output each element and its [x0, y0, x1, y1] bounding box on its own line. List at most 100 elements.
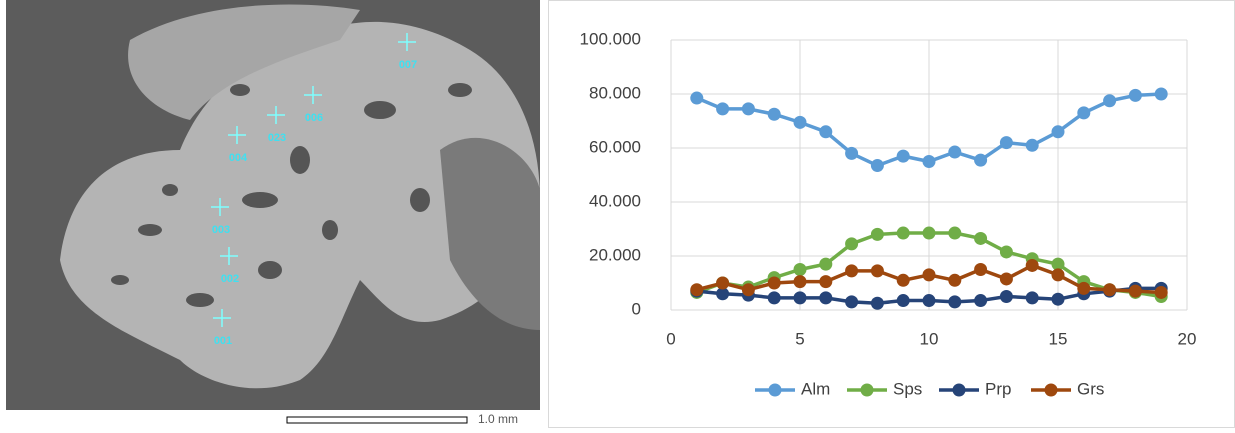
data-point	[716, 102, 730, 116]
data-point	[819, 291, 833, 305]
data-point	[690, 283, 704, 297]
data-point	[948, 273, 962, 287]
data-point	[767, 291, 781, 305]
x-tick-label: 10	[920, 329, 939, 348]
data-point	[896, 273, 910, 287]
data-point	[845, 146, 859, 160]
legend-label: Alm	[801, 379, 830, 398]
grain	[128, 4, 360, 121]
data-point	[948, 145, 962, 159]
data-point	[793, 115, 807, 129]
data-point	[819, 125, 833, 139]
chart-frame	[548, 0, 1235, 428]
data-point	[793, 291, 807, 305]
data-point	[870, 227, 884, 241]
crosshair	[267, 106, 285, 124]
data-point	[793, 263, 807, 276]
micrograph: 1.0 mm	[0, 0, 540, 428]
data-point	[974, 263, 988, 276]
data-point	[845, 264, 859, 278]
crosshair	[220, 247, 238, 265]
crosshair	[211, 198, 229, 216]
data-point	[922, 226, 936, 240]
data-point	[999, 245, 1013, 259]
legend-swatch-marker	[860, 383, 874, 397]
data-point	[896, 149, 910, 163]
legend-swatch-marker	[952, 383, 966, 397]
y-tick-label: 80.000	[589, 83, 641, 102]
y-tick-label: 40.000	[589, 191, 641, 210]
point-label: 004	[229, 152, 248, 164]
pores	[111, 83, 472, 307]
data-point	[1154, 285, 1168, 299]
scale-bar-label: 1.0 mm	[478, 412, 518, 426]
y-tick-label: 20.000	[589, 245, 641, 264]
data-point	[974, 231, 988, 245]
crosshair	[228, 126, 246, 144]
data-point	[1128, 284, 1142, 298]
data-point	[741, 102, 755, 116]
point-label: 003	[212, 224, 230, 236]
legend-swatch-marker	[768, 383, 782, 397]
data-point	[793, 275, 807, 289]
point-label: 023	[268, 132, 286, 144]
crosshair	[304, 86, 322, 104]
data-point	[1025, 291, 1039, 305]
data-point	[1077, 106, 1091, 120]
data-point	[999, 290, 1013, 303]
data-point	[819, 257, 833, 271]
data-point	[948, 295, 962, 309]
data-point	[1051, 125, 1065, 139]
data-point	[1077, 281, 1091, 295]
data-point	[999, 272, 1013, 286]
crosshair	[213, 309, 231, 327]
legend-label: Grs	[1077, 379, 1104, 398]
grain	[60, 21, 540, 389]
y-tick-label: 100.000	[580, 29, 641, 48]
data-point	[922, 155, 936, 168]
data-point	[1103, 283, 1117, 297]
data-point	[1051, 257, 1065, 271]
data-point	[1128, 88, 1142, 102]
data-point	[870, 159, 884, 173]
data-point	[870, 264, 884, 278]
data-point	[1051, 268, 1065, 282]
data-point	[948, 226, 962, 240]
data-point	[845, 295, 859, 309]
x-tick-label: 20	[1178, 329, 1197, 348]
x-tick-label: 15	[1049, 329, 1068, 348]
legend-swatch-marker	[1044, 383, 1058, 397]
data-point	[690, 91, 704, 105]
data-point	[1051, 292, 1065, 306]
y-tick-label: 60.000	[589, 137, 641, 156]
data-point	[896, 294, 910, 308]
data-point	[741, 283, 755, 297]
data-point	[767, 107, 781, 121]
data-point	[1025, 138, 1039, 152]
data-point	[870, 296, 884, 310]
data-point	[896, 226, 910, 240]
point-label: 001	[214, 335, 232, 347]
data-point	[999, 136, 1013, 150]
x-tick-label: 5	[795, 329, 804, 348]
data-point	[974, 153, 988, 167]
data-point	[716, 276, 730, 290]
crosshair	[398, 33, 416, 51]
point-label: 002	[221, 273, 239, 285]
point-label: 006	[305, 112, 323, 124]
data-point	[819, 275, 833, 289]
data-point	[974, 294, 988, 308]
data-point	[716, 287, 730, 301]
scale-bar	[286, 416, 468, 424]
legend-label: Sps	[893, 379, 922, 398]
data-point	[922, 268, 936, 282]
data-point	[922, 294, 936, 308]
point-label: 007	[399, 59, 417, 71]
data-point	[1103, 94, 1117, 108]
x-tick-label: 0	[666, 329, 675, 348]
grain-rim	[440, 137, 540, 330]
data-point	[1154, 87, 1168, 101]
data-point	[767, 276, 781, 290]
